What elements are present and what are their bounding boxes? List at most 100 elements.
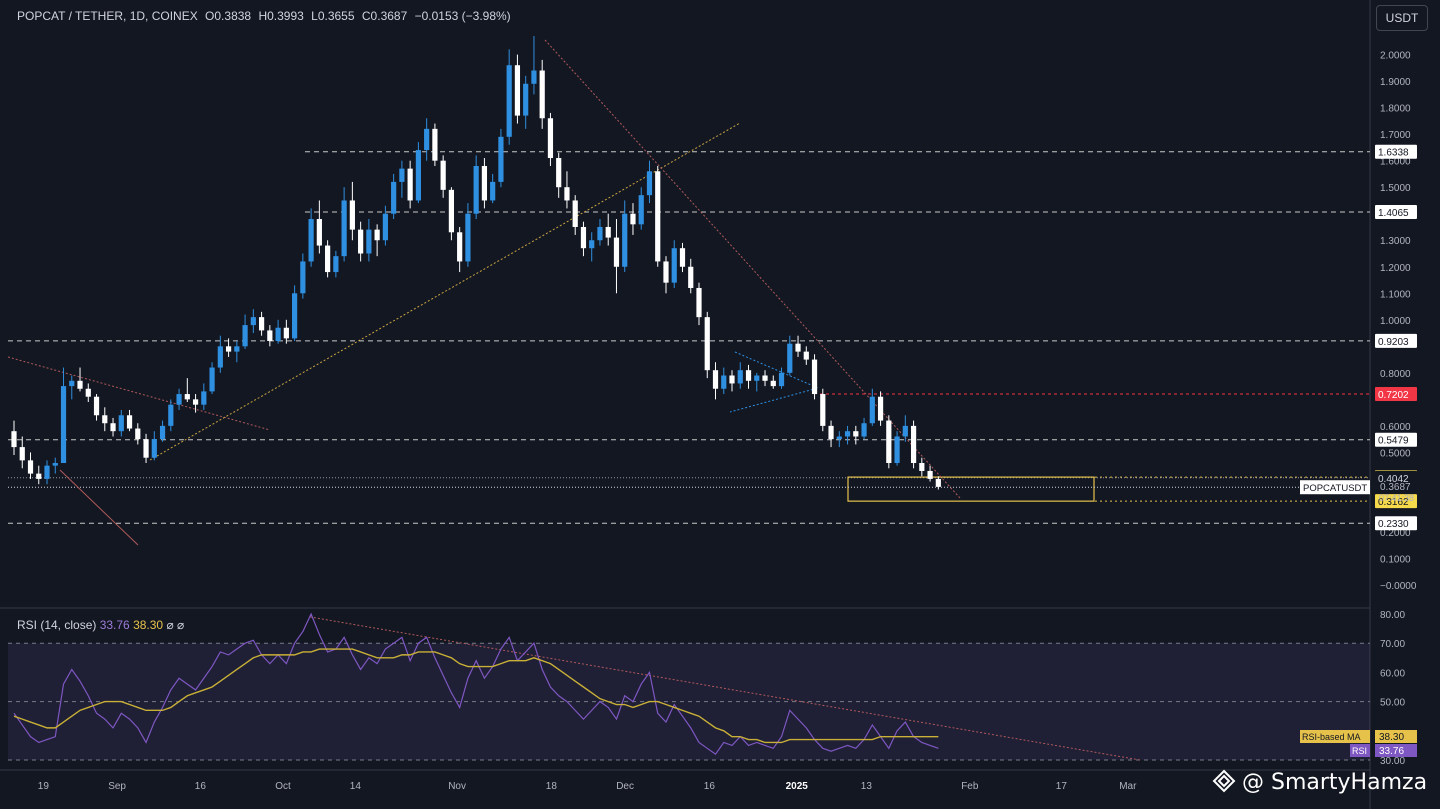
candle[interactable] — [481, 165, 488, 201]
candle[interactable] — [69, 380, 75, 387]
candle[interactable] — [36, 473, 42, 479]
candle[interactable] — [869, 396, 875, 424]
candle[interactable] — [721, 375, 727, 389]
candle[interactable] — [919, 463, 925, 471]
candle[interactable] — [853, 431, 859, 437]
short-descending-trendline[interactable] — [59, 469, 139, 546]
candle[interactable] — [333, 256, 339, 273]
candle[interactable] — [556, 158, 562, 188]
candle[interactable] — [366, 229, 372, 254]
candle[interactable] — [671, 248, 677, 283]
candle[interactable] — [531, 70, 537, 84]
candle[interactable] — [341, 200, 347, 257]
candle[interactable] — [93, 396, 100, 416]
candle[interactable] — [440, 160, 446, 190]
candle[interactable] — [910, 425, 917, 464]
candle[interactable] — [514, 65, 521, 116]
candle[interactable] — [580, 226, 587, 249]
candle[interactable] — [316, 219, 322, 246]
candle[interactable] — [19, 447, 25, 461]
candle[interactable] — [234, 346, 240, 352]
candle[interactable] — [300, 261, 306, 294]
candle[interactable] — [52, 463, 58, 466]
support-box[interactable] — [847, 476, 1095, 502]
candle[interactable] — [110, 423, 116, 432]
candle[interactable] — [118, 415, 124, 432]
candle[interactable] — [382, 213, 388, 241]
ascending-trendline[interactable] — [149, 122, 741, 461]
candle[interactable] — [308, 219, 314, 262]
candle[interactable] — [374, 229, 380, 241]
candle[interactable] — [613, 237, 620, 267]
candle[interactable] — [778, 372, 785, 387]
candle[interactable] — [391, 181, 397, 214]
candle[interactable] — [250, 317, 256, 326]
candle[interactable] — [77, 380, 83, 389]
candle[interactable] — [844, 431, 851, 437]
candle[interactable] — [811, 359, 818, 395]
candle[interactable] — [803, 351, 809, 360]
candle[interactable] — [754, 375, 760, 381]
candle[interactable] — [696, 287, 702, 318]
candle[interactable] — [605, 226, 611, 238]
main-descending-trendline[interactable] — [544, 39, 961, 499]
candle[interactable] — [27, 460, 34, 474]
candle[interactable] — [448, 189, 455, 233]
candle[interactable] — [159, 425, 166, 440]
candle[interactable] — [283, 327, 289, 339]
candle[interactable] — [424, 128, 430, 151]
candle[interactable] — [704, 317, 710, 371]
candle[interactable] — [828, 425, 834, 440]
candle[interactable] — [192, 399, 199, 405]
rsi-trendline[interactable] — [309, 616, 1141, 761]
candle[interactable] — [745, 370, 752, 381]
candle[interactable] — [597, 226, 603, 241]
candle[interactable] — [11, 431, 17, 448]
candle[interactable] — [935, 478, 941, 487]
rsi-line[interactable] — [13, 612, 939, 755]
candle[interactable] — [465, 213, 471, 262]
candle[interactable] — [135, 428, 141, 440]
candle[interactable] — [762, 375, 768, 381]
candle[interactable] — [225, 346, 232, 352]
candle[interactable] — [267, 330, 273, 342]
candle[interactable] — [168, 404, 174, 426]
candle[interactable] — [655, 171, 661, 262]
candle[interactable] — [349, 200, 355, 230]
candle[interactable] — [126, 415, 133, 429]
candle[interactable] — [506, 65, 512, 137]
candle[interactable] — [630, 213, 636, 225]
candle[interactable] — [646, 171, 653, 196]
candle[interactable] — [712, 370, 719, 389]
candle[interactable] — [572, 200, 578, 227]
candle[interactable] — [209, 367, 215, 392]
candle[interactable] — [399, 168, 405, 182]
candle[interactable] — [770, 380, 776, 387]
candle[interactable] — [275, 327, 281, 342]
candle[interactable] — [547, 118, 554, 159]
candle[interactable] — [102, 415, 108, 424]
candle[interactable] — [663, 261, 669, 283]
candle[interactable] — [877, 396, 884, 421]
candle[interactable] — [927, 470, 933, 479]
currency-button[interactable]: USDT — [1376, 5, 1428, 31]
candle[interactable] — [564, 187, 570, 201]
candle[interactable] — [861, 423, 867, 437]
candle[interactable] — [201, 391, 207, 405]
candle[interactable] — [886, 420, 892, 464]
candle[interactable] — [143, 439, 149, 458]
candle[interactable] — [358, 229, 364, 254]
candle[interactable] — [523, 83, 529, 116]
candle[interactable] — [242, 325, 248, 347]
candle[interactable] — [795, 343, 801, 352]
candle[interactable] — [737, 370, 743, 384]
candle[interactable] — [217, 346, 223, 368]
candle[interactable] — [679, 248, 686, 267]
candle[interactable] — [539, 70, 545, 119]
candle[interactable] — [151, 439, 157, 458]
candle[interactable] — [902, 425, 908, 437]
candle[interactable] — [589, 240, 595, 249]
candle[interactable] — [638, 195, 644, 225]
